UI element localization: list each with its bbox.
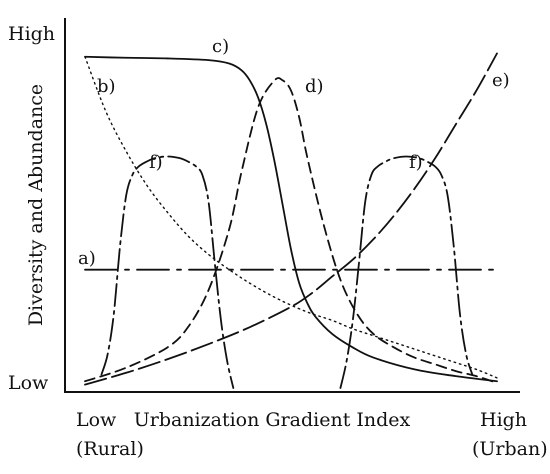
- x-tick-low: Low: [76, 409, 117, 431]
- series-line-d: [84, 77, 498, 384]
- series-label-b: b): [97, 76, 116, 97]
- series-label-c: c): [212, 36, 229, 57]
- series-line-f-left: [100, 155, 235, 389]
- series-line-b: [84, 56, 498, 379]
- x-tick-high: High: [480, 409, 527, 431]
- series-line-f-right: [339, 155, 474, 389]
- y-axis-label: Diversity and Abundance: [25, 84, 47, 326]
- series-line-c: [84, 55, 498, 383]
- x-tick-low-sub: (Rural): [76, 438, 144, 460]
- x-axis-label: Urbanization Gradient Index: [134, 409, 411, 431]
- series-label-layer: a) b) c) d) e) f) f): [78, 36, 510, 269]
- series-label-e: e): [492, 70, 510, 91]
- series-line-e: [84, 52, 498, 386]
- series-layer: [84, 52, 498, 389]
- y-tick-high: High: [8, 23, 55, 45]
- series-label-d: d): [305, 76, 324, 97]
- series-label-f-right: f): [409, 152, 423, 173]
- y-tick-low: Low: [8, 372, 49, 394]
- series-label-f-left: f): [149, 152, 163, 173]
- series-label-a: a): [78, 248, 96, 269]
- x-tick-high-sub: (Urban): [472, 438, 548, 460]
